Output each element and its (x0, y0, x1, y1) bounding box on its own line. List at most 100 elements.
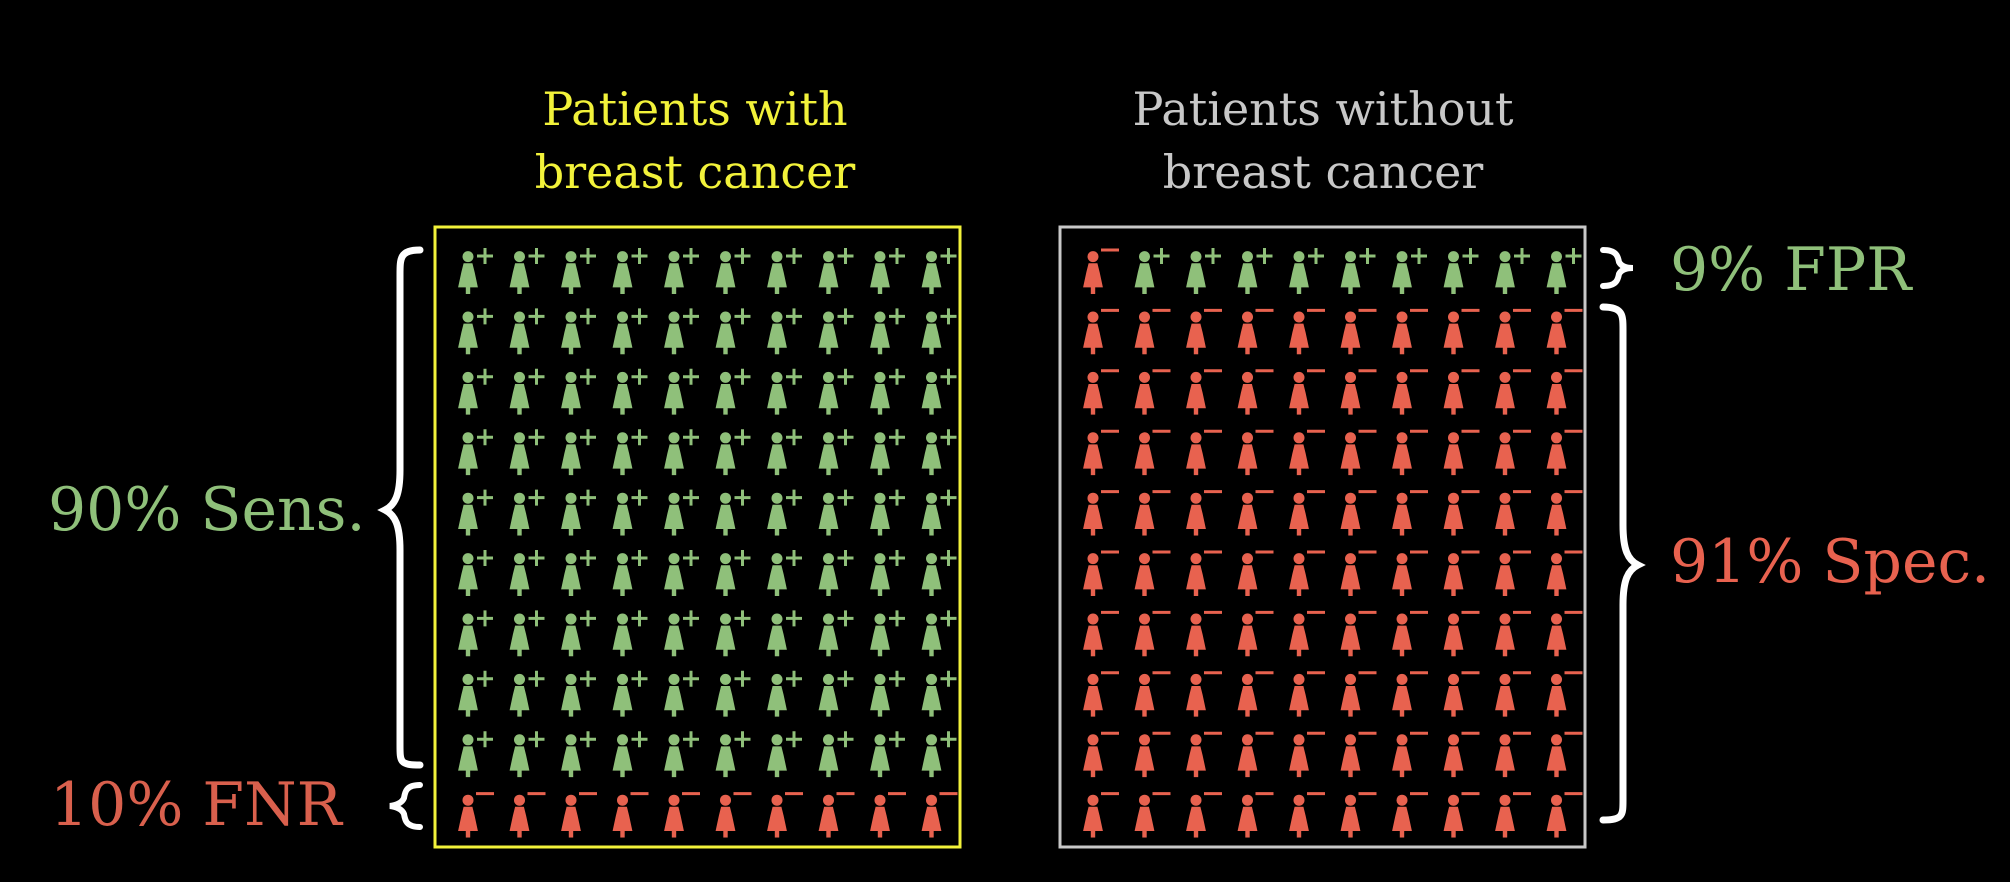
woman-icon (1289, 311, 1309, 355)
patient-positive (1289, 248, 1324, 294)
woman-icon (1083, 371, 1103, 415)
woman-icon (1134, 311, 1155, 355)
patient-positive (612, 550, 648, 596)
woman-icon (715, 311, 736, 355)
patient-negative (1340, 429, 1377, 476)
plus-icon (528, 308, 545, 325)
woman-icon (561, 553, 581, 596)
woman-icon (1340, 794, 1361, 838)
patient-negative (1289, 369, 1325, 415)
plus-icon (1462, 248, 1479, 264)
woman-icon (1186, 734, 1206, 778)
patient-positive (921, 248, 957, 294)
patient-positive (1237, 248, 1273, 294)
plus-icon (683, 610, 699, 627)
woman-icon (1392, 251, 1412, 294)
woman-icon (1289, 734, 1309, 778)
woman-icon (1083, 613, 1103, 657)
woman-icon (1392, 553, 1412, 596)
plus-icon (1153, 248, 1170, 264)
woman-icon (1186, 432, 1206, 476)
patient-negative (612, 792, 649, 838)
patient-positive (1443, 248, 1479, 294)
woman-icon (1546, 673, 1567, 717)
woman-icon (664, 673, 684, 717)
plus-icon (683, 489, 699, 506)
woman-icon (612, 673, 633, 717)
woman-icon (664, 251, 684, 294)
patient-negative (1392, 610, 1428, 657)
patient-positive (767, 731, 802, 778)
plus-icon (683, 670, 699, 687)
patient-negative (561, 792, 597, 838)
woman-icon (458, 371, 478, 415)
patient-negative (767, 792, 803, 838)
woman-icon (458, 432, 478, 476)
patient-positive (664, 610, 699, 657)
patient-negative (1340, 369, 1377, 415)
woman-icon (1495, 734, 1515, 778)
woman-icon (767, 673, 787, 717)
patient-positive (921, 308, 957, 355)
woman-icon (1083, 794, 1103, 838)
plus-icon (580, 670, 596, 687)
woman-icon (1340, 553, 1361, 596)
woman-icon (509, 673, 530, 717)
plus-icon (477, 429, 493, 446)
woman-icon (1495, 311, 1515, 355)
woman-icon (1392, 371, 1412, 415)
patient-negative (1237, 792, 1274, 838)
plus-icon (786, 670, 802, 687)
patient-negative (1495, 429, 1531, 476)
woman-icon (870, 251, 890, 294)
plus-icon (631, 610, 648, 627)
patient-negative (1495, 731, 1531, 778)
woman-icon (561, 371, 581, 415)
plus-icon (683, 248, 699, 264)
woman-icon (561, 613, 581, 657)
patient-negative (870, 792, 906, 838)
patient-negative (1237, 308, 1274, 355)
patient-positive (818, 429, 854, 476)
woman-icon (612, 553, 633, 596)
plus-icon (683, 731, 699, 748)
patient-negative (1340, 490, 1377, 536)
patient-positive (1340, 248, 1376, 294)
patient-negative (921, 792, 958, 838)
plus-icon (477, 670, 493, 687)
patient-negative (664, 792, 700, 838)
plus-icon (734, 489, 751, 506)
patient-positive (458, 550, 493, 596)
woman-icon (561, 492, 581, 536)
woman-icon (1443, 553, 1464, 596)
plus-icon (580, 368, 596, 385)
patient-negative (1546, 369, 1583, 415)
woman-icon (767, 371, 787, 415)
patient-positive (921, 670, 957, 717)
plus-icon (528, 731, 545, 748)
woman-icon (1495, 371, 1515, 415)
woman-icon (612, 613, 633, 657)
patient-negative (1340, 731, 1377, 778)
woman-icon (664, 432, 684, 476)
plus-icon (683, 368, 699, 385)
woman-icon (1289, 553, 1309, 596)
woman-icon (1237, 432, 1258, 476)
woman-icon (921, 734, 942, 778)
woman-icon (1289, 613, 1309, 657)
woman-icon (921, 251, 942, 294)
with-cancer-title-line2: breast cancer (535, 145, 856, 199)
plus-icon (837, 550, 854, 566)
patient-positive (767, 368, 802, 415)
plus-icon (1514, 248, 1530, 264)
woman-icon (509, 311, 530, 355)
woman-icon (767, 432, 787, 476)
plus-icon (940, 610, 957, 627)
patient-positive (509, 248, 545, 294)
patient-negative (1186, 671, 1222, 717)
patient-positive (870, 550, 905, 596)
plus-icon (631, 248, 648, 264)
patient-negative (1237, 369, 1274, 415)
patient-positive (921, 610, 957, 657)
fpr-label: 9% FPR (1670, 235, 1913, 305)
